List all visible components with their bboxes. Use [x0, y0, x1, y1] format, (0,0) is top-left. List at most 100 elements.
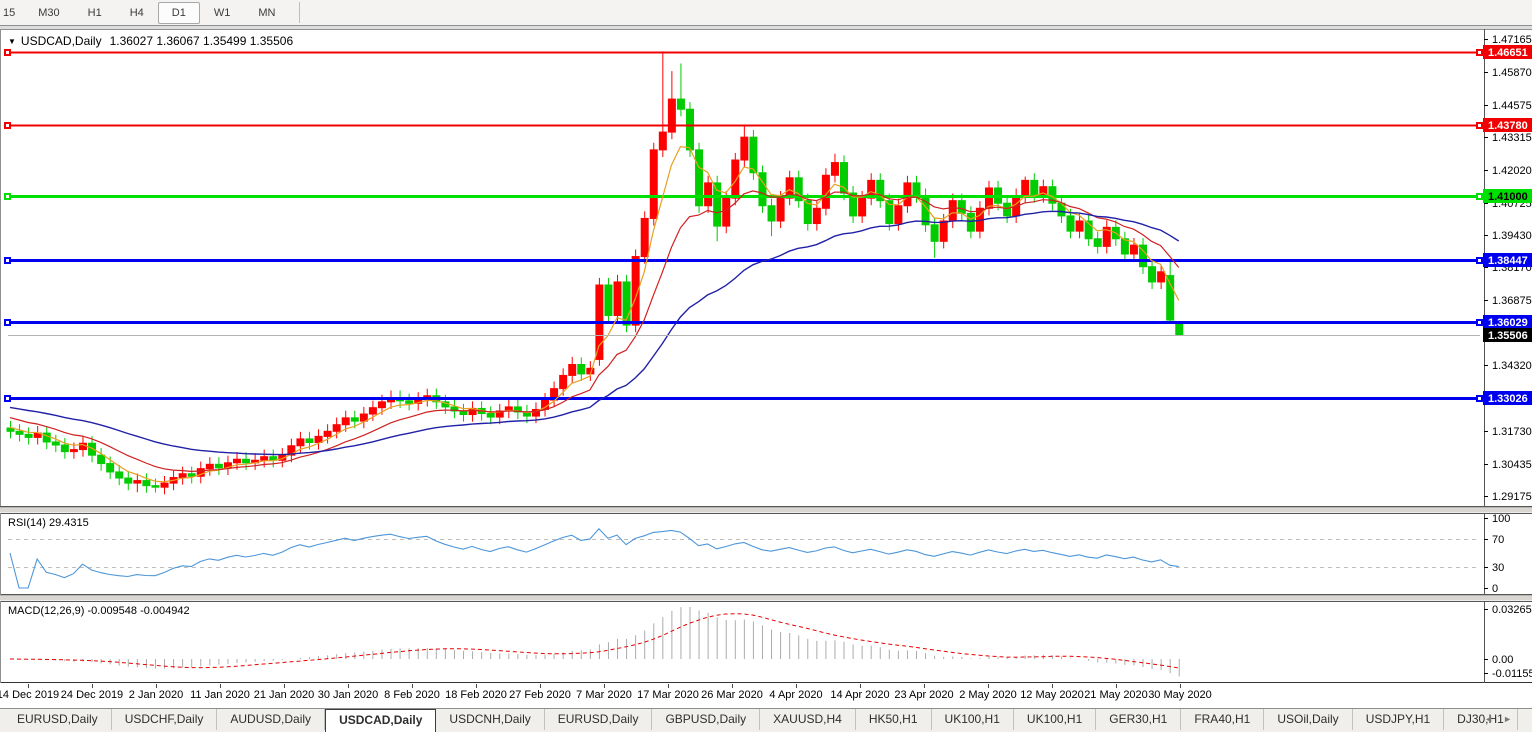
- date-label: 11 Jan 2020: [190, 689, 250, 701]
- chart-tab-bar: EURUSD,Daily USDCHF,Daily AUDUSD,Daily USDC…: [0, 708, 1532, 732]
- price-chart-svg[interactable]: 1.471651.458701.445751.433151.420201.407…: [0, 29, 1532, 507]
- date-label: 8 Feb 2020: [384, 689, 440, 701]
- date-label: 12 May 2020: [1020, 689, 1084, 701]
- macd-axis-labels: 0.032658 0.00 -0.011558: [1484, 604, 1532, 680]
- svg-text:1.41000: 1.41000: [1488, 191, 1528, 203]
- toolbar-splitter: [0, 25, 1532, 29]
- svg-text:0: 0: [1492, 583, 1498, 595]
- svg-text:1.36029: 1.36029: [1488, 317, 1528, 329]
- svg-text:0.00: 0.00: [1492, 654, 1513, 666]
- date-tick-mark: [284, 684, 285, 688]
- date-label: 17 Mar 2020: [637, 689, 699, 701]
- svg-text:1.39430: 1.39430: [1492, 230, 1532, 242]
- date-label: 14 Apr 2020: [830, 689, 890, 701]
- chart-tab-uk100-h1[interactable]: UK100,H1: [932, 709, 1014, 730]
- timeframe-button-w1[interactable]: W1: [213, 6, 231, 19]
- date-label: 27 Feb 2020: [509, 689, 571, 701]
- chart-tab-usoil-daily[interactable]: USOil,Daily: [1264, 709, 1353, 730]
- svg-text:1.42020: 1.42020: [1492, 165, 1532, 177]
- tab-scroll-left-icon[interactable]: ◄: [1484, 714, 1504, 724]
- svg-text:1.43315: 1.43315: [1492, 132, 1532, 144]
- chart-tab-dj30-h1[interactable]: DJ30,H1: [1444, 709, 1518, 730]
- svg-text:1.36875: 1.36875: [1492, 295, 1532, 307]
- date-tick-mark: [28, 684, 29, 688]
- date-tick-mark: [476, 684, 477, 688]
- ma-line: [9, 210, 1180, 456]
- date-tick-mark: [860, 684, 861, 688]
- date-tick-mark: [412, 684, 413, 688]
- chart-tab-uk100-h1[interactable]: UK100,H1: [1014, 709, 1097, 730]
- bid-price-label: [1483, 328, 1532, 342]
- date-tick-mark: [732, 684, 733, 688]
- rsi-value: 29.4315: [48, 517, 89, 529]
- svg-text:1.46651: 1.46651: [1488, 47, 1528, 59]
- date-tick-mark: [988, 684, 989, 688]
- date-label: 30 May 2020: [1148, 689, 1212, 701]
- chart-tab-usdcnh-daily[interactable]: USDCNH,Daily: [436, 709, 545, 730]
- tab-scroll-right-icon[interactable]: ►: [1503, 714, 1522, 724]
- chart-tab-hk50-h1[interactable]: HK50,H1: [856, 709, 932, 730]
- timeframe-button-d1[interactable]: D1: [157, 1, 200, 24]
- macd-chart-svg[interactable]: 0.032658 0.00 -0.011558: [0, 601, 1532, 683]
- ma-line: [9, 190, 1180, 473]
- rsi-label: RSI(14) 29.4315: [8, 517, 89, 529]
- date-label: 4 Apr 2020: [769, 689, 823, 701]
- timeframe-button-15[interactable]: 15: [3, 6, 16, 19]
- date-tick-mark: [220, 684, 221, 688]
- chart-symbol: USDCAD,Daily: [20, 34, 102, 48]
- macd-signal-line: [9, 613, 1179, 669]
- macd-panel[interactable]: 0.032658 0.00 -0.011558 MACD(12,26,9) -0.0…: [0, 601, 1532, 683]
- toolbar-separator: [299, 2, 301, 23]
- panel-splitter[interactable]: [0, 507, 1532, 513]
- chart-tab-gbpusd-daily[interactable]: GBPUSD,Daily: [652, 709, 761, 730]
- date-label: 24 Dec 2019: [60, 689, 124, 701]
- macd-label: MACD(12,26,9) -0.009548 -0.004942: [8, 605, 190, 617]
- svg-text:70: 70: [1492, 534, 1504, 546]
- macd-values: -0.009548 -0.004942: [87, 605, 190, 617]
- chart-tab-ger30-h1[interactable]: GER30,H1: [1096, 709, 1182, 730]
- svg-text:1.43780: 1.43780: [1488, 120, 1528, 132]
- rsi-panel[interactable]: 100 70 30 0 RSI(14) 29.4315: [0, 513, 1532, 595]
- date-tick-mark: [924, 684, 925, 688]
- rsi-chart-svg[interactable]: 100 70 30 0: [0, 513, 1532, 595]
- date-tick-mark: [540, 684, 541, 688]
- macd-histogram: [19, 607, 1180, 677]
- macd-title: MACD(12,26,9): [8, 605, 85, 617]
- panel-splitter-2[interactable]: [0, 595, 1532, 601]
- svg-text:1.44575: 1.44575: [1492, 100, 1532, 112]
- chart-tab-audusd-daily[interactable]: AUDUSD,Daily: [217, 709, 326, 730]
- date-label: 18 Feb 2020: [445, 689, 507, 701]
- date-label: 23 Apr 2020: [894, 689, 954, 701]
- chart-tab-eurusd-daily[interactable]: EURUSD,Daily: [545, 709, 653, 730]
- chart-tab-fra40-h1[interactable]: FRA40,H1: [1181, 709, 1265, 730]
- date-label: 2 Jan 2020: [128, 689, 184, 701]
- svg-text:1.30435: 1.30435: [1492, 459, 1532, 471]
- chart-tab-usdjpy-h1[interactable]: USDJPY,H1: [1353, 709, 1445, 730]
- date-tick-mark: [1180, 684, 1181, 688]
- timeframe-button-m30[interactable]: M30: [38, 6, 60, 19]
- svg-text:1.45870: 1.45870: [1492, 67, 1532, 79]
- date-tick-mark: [668, 684, 669, 688]
- date-axis[interactable]: 14 Dec 2019 24 Dec 2019 2 Jan 2020 11 Jan 2…: [0, 683, 1532, 708]
- chart-ohlc-values: 1.36027 1.36067 1.35499 1.35506: [109, 34, 294, 48]
- price-chart-panel[interactable]: 1.47165 1.45870 1.44575 1.43315 1.42020 1.407…: [0, 29, 1532, 507]
- date-tick-mark: [92, 684, 93, 688]
- svg-text:1.33026: 1.33026: [1488, 393, 1528, 405]
- timeframe-button-h1[interactable]: H1: [87, 6, 102, 19]
- horizontal-lines: [4, 49, 1480, 402]
- tab-scroll-arrows: ◄►: [1484, 714, 1522, 724]
- timeframe-button-mn[interactable]: MN: [258, 6, 276, 19]
- chart-tab-eurusd-daily[interactable]: EURUSD,Daily: [4, 709, 112, 730]
- svg-text:1.47165: 1.47165: [1492, 34, 1532, 46]
- rsi-title: RSI(14): [8, 517, 46, 529]
- rsi-line: [9, 527, 1179, 589]
- chart-title: ▼ USDCAD,Daily 1.36027 1.36067 1.35499 1.3…: [8, 34, 293, 48]
- candlesticks: [6, 51, 1184, 495]
- timeframe-button-h4[interactable]: H4: [129, 6, 144, 19]
- svg-text:1.35506: 1.35506: [1488, 330, 1528, 342]
- date-tick-mark: [156, 684, 157, 688]
- chart-tab-usdcad-daily[interactable]: USDCAD,Daily: [325, 709, 437, 732]
- symbol-dropdown-icon[interactable]: ▼: [8, 37, 16, 46]
- chart-tab-usdchf-daily[interactable]: USDCHF,Daily: [112, 709, 218, 730]
- chart-tab-xauusd-h4[interactable]: XAUUSD,H4: [760, 709, 856, 730]
